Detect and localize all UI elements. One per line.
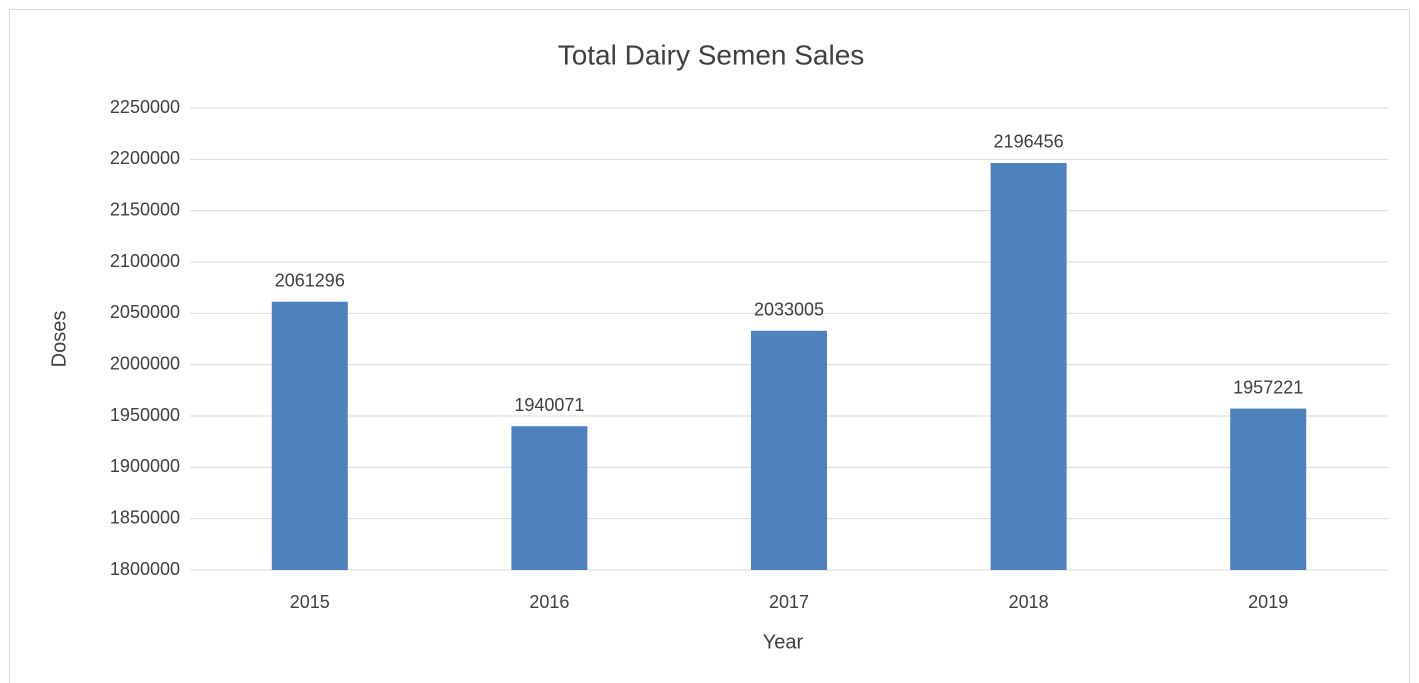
y-tick-label: 1800000 <box>110 559 180 579</box>
y-tick-label: 2150000 <box>110 199 180 219</box>
data-label: 2061296 <box>275 270 345 290</box>
x-tick-label: 2016 <box>529 592 569 612</box>
y-tick-label: 2250000 <box>110 97 180 117</box>
x-tick-label: 2018 <box>1009 592 1049 612</box>
y-tick-label: 2000000 <box>110 353 180 373</box>
y-tick-label: 2100000 <box>110 251 180 271</box>
y-tick-label: 2050000 <box>110 302 180 322</box>
y-tick-label: 1900000 <box>110 456 180 476</box>
data-label: 2196456 <box>994 132 1064 152</box>
y-tick-label: 1950000 <box>110 405 180 425</box>
y-tick-label: 1850000 <box>110 507 180 527</box>
bar <box>990 162 1067 570</box>
bar <box>751 330 827 570</box>
data-label: 1940071 <box>514 395 584 415</box>
y-tick-label: 2200000 <box>110 148 180 168</box>
chart-title: Total Dairy Semen Sales <box>558 39 865 70</box>
chart-border <box>9 9 1410 683</box>
y-axis-label: Doses <box>48 311 70 368</box>
bar <box>271 301 348 570</box>
data-label: 2033005 <box>754 300 824 320</box>
x-tick-label: 2017 <box>769 592 809 612</box>
bar <box>1230 408 1307 570</box>
x-axis-label: Year <box>763 631 804 653</box>
bar <box>511 426 588 570</box>
x-tick-label: 2019 <box>1248 592 1288 612</box>
x-tick-label: 2015 <box>290 592 330 612</box>
data-label: 1957221 <box>1233 377 1303 397</box>
